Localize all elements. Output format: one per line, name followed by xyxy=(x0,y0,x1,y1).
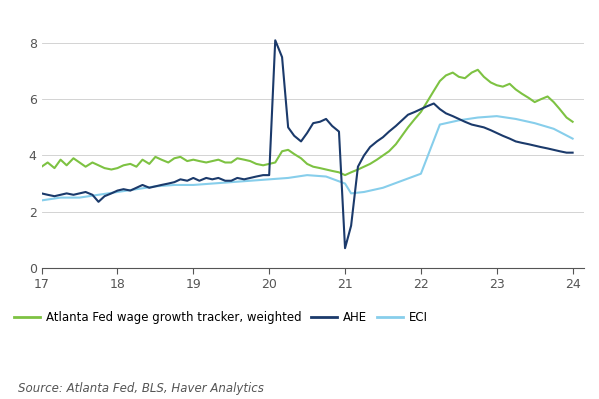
Legend: Atlanta Fed wage growth tracker, weighted, AHE, ECI: Atlanta Fed wage growth tracker, weighte… xyxy=(10,306,432,329)
Text: Source: Atlanta Fed, BLS, Haver Analytics: Source: Atlanta Fed, BLS, Haver Analytic… xyxy=(18,382,264,395)
